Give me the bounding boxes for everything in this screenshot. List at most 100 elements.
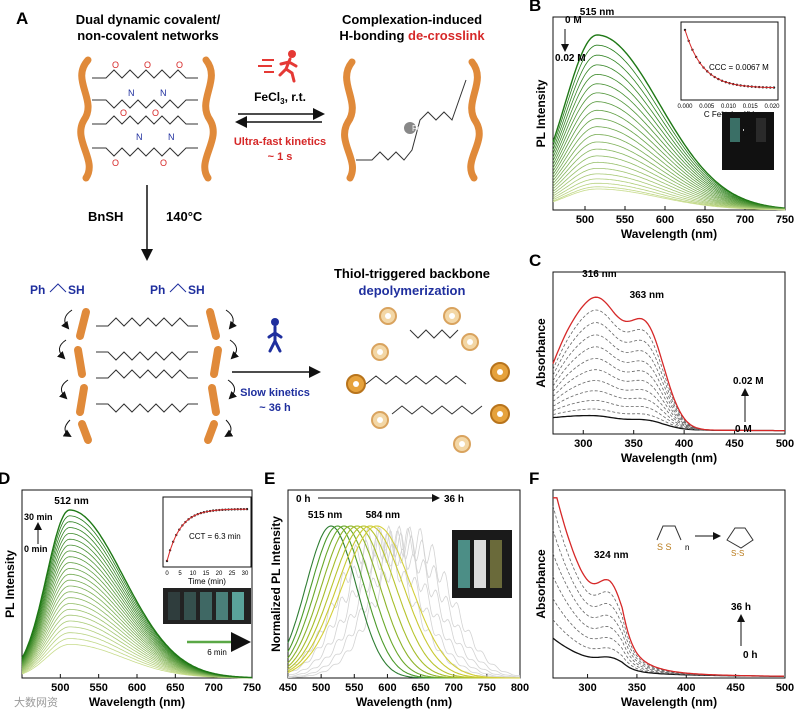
inset-tick-d: 0	[165, 571, 169, 577]
pl-curve-b	[552, 188, 785, 211]
fe-center-label: Fe	[412, 124, 422, 133]
polymer-strand	[467, 58, 483, 182]
decrosslink-title-line1: Complexation-induced	[342, 12, 482, 27]
abs-curve-f	[553, 497, 784, 677]
top-label-d: 30 min	[24, 512, 53, 522]
noisy-curve-e	[287, 525, 520, 678]
plot-frame-b	[552, 16, 786, 211]
svg-text:O: O	[120, 108, 127, 118]
abs-curve-c	[552, 334, 785, 431]
runner-icon	[258, 50, 298, 83]
progress-label-d: 6 min	[207, 648, 227, 657]
slow-kinetics-line2: ~ 36 h	[259, 402, 291, 414]
abs-curve-f	[552, 598, 784, 677]
x-tick-label-f: 450	[726, 682, 744, 694]
pl-curve-b	[552, 101, 786, 210]
panel-letter-a: A	[16, 9, 28, 28]
x-tick-label-b: 750	[776, 214, 794, 226]
thiol-bond-left	[49, 283, 67, 293]
temperature-label: 140°C	[166, 209, 203, 224]
x-tick-label-c: 450	[725, 438, 743, 450]
nitrogen-labels: N N N N	[128, 88, 175, 142]
peak-label-d: 512 nm	[54, 496, 89, 507]
fecl3-label: FeCl3, r.t.	[254, 90, 306, 106]
svg-text:O: O	[176, 60, 183, 70]
cyclic-disulfide-fragments	[346, 307, 510, 453]
peak-label-c: 363 nm	[630, 290, 665, 301]
decrosslink-title-line2: H-bonding de-crosslink	[339, 28, 485, 43]
polymer-strand	[77, 56, 93, 182]
panel-letter-f: F	[529, 469, 539, 488]
peak-label-f: 324 nm	[594, 550, 629, 561]
inset-tick-d: 10	[190, 571, 197, 577]
x-axis-label-b: Wavelength (nm)	[621, 227, 717, 241]
abs-curve-f	[552, 619, 784, 677]
released-chain	[356, 79, 467, 161]
inset-fit-d	[166, 508, 248, 562]
x-tick-label-d: 500	[51, 682, 69, 694]
panel-letter-b: B	[529, 0, 541, 15]
curved-attack-arrows	[56, 309, 240, 438]
x-tick-label-f: 300	[578, 682, 596, 694]
reaction-arrows-fe	[235, 108, 325, 128]
x-tick-label-f: 500	[776, 682, 794, 694]
inset-tick-d: 5	[178, 571, 182, 577]
fast-kinetics-line1: Ultra-fast kinetics	[234, 136, 326, 148]
noisy-curve-e	[287, 528, 521, 679]
svg-text:O: O	[112, 60, 119, 70]
thiol-bond-right	[169, 283, 187, 293]
x-tick-label-b: 500	[576, 214, 594, 226]
x-tick-label-b: 650	[696, 214, 714, 226]
sulfur-label-f: S-S	[731, 549, 744, 558]
cleaved-strands	[74, 308, 222, 444]
x-tick-label-e: 650	[411, 682, 429, 694]
x-tick-label-e: 500	[312, 682, 330, 694]
inset-tick-b: 0.015	[743, 104, 759, 110]
svg-text:O: O	[160, 158, 167, 168]
svg-text:N: N	[168, 132, 175, 142]
peak-label-e: 584 nm	[366, 510, 401, 521]
y-axis-label-c: Absorbance	[534, 318, 548, 388]
x-axis-label-e: Wavelength (nm)	[356, 695, 452, 709]
inset-fit-b	[684, 29, 775, 89]
x-axis-label-c: Wavelength (nm)	[621, 451, 717, 465]
sulfur-label-f: S S	[657, 542, 672, 552]
abs-curve-f	[552, 553, 785, 677]
svg-text:N: N	[128, 88, 135, 98]
time-start-e: 0 h	[296, 494, 310, 505]
x-tick-label-e: 450	[279, 682, 297, 694]
released-chains	[365, 329, 483, 415]
time-end-e: 36 h	[444, 494, 464, 505]
abs-curve-c	[552, 296, 785, 432]
inset-tick-d: 25	[229, 571, 236, 577]
y-axis-label-b: PL Intensity	[534, 79, 548, 147]
cyclic-disulfide-f	[726, 527, 754, 549]
polymer-strand	[201, 56, 217, 182]
depolymerization-title-line2: depolymerization	[359, 283, 466, 298]
panel-letter-e: E	[264, 469, 275, 488]
inset-tick-d: 20	[216, 571, 223, 577]
walker-icon	[267, 318, 283, 353]
thiol-sh-left: SH	[68, 283, 85, 297]
pl-curve-b	[552, 64, 786, 209]
x-tick-label-e: 750	[478, 682, 496, 694]
plot-frame-f	[552, 489, 786, 679]
pl-curve-b	[552, 126, 786, 210]
x-tick-label-d: 550	[89, 682, 107, 694]
x-tick-label-b: 600	[656, 214, 674, 226]
inset-tick-b: 0.020	[764, 104, 780, 110]
n-label-f: n	[685, 543, 689, 552]
x-tick-label-c: 300	[574, 438, 592, 450]
crosslink-chains	[92, 69, 198, 157]
y-axis-label-f: Absorbance	[534, 549, 548, 619]
plot-frame-c	[552, 271, 786, 435]
inset-tick-b: 0.005	[699, 104, 715, 110]
norm-curve-e	[287, 525, 520, 679]
svg-text:O: O	[152, 108, 159, 118]
panel-letter-d: D	[0, 469, 10, 488]
thiol-ph-left: Ph	[30, 283, 45, 297]
norm-curve-e	[287, 525, 520, 679]
x-tick-label-d: 600	[128, 682, 146, 694]
